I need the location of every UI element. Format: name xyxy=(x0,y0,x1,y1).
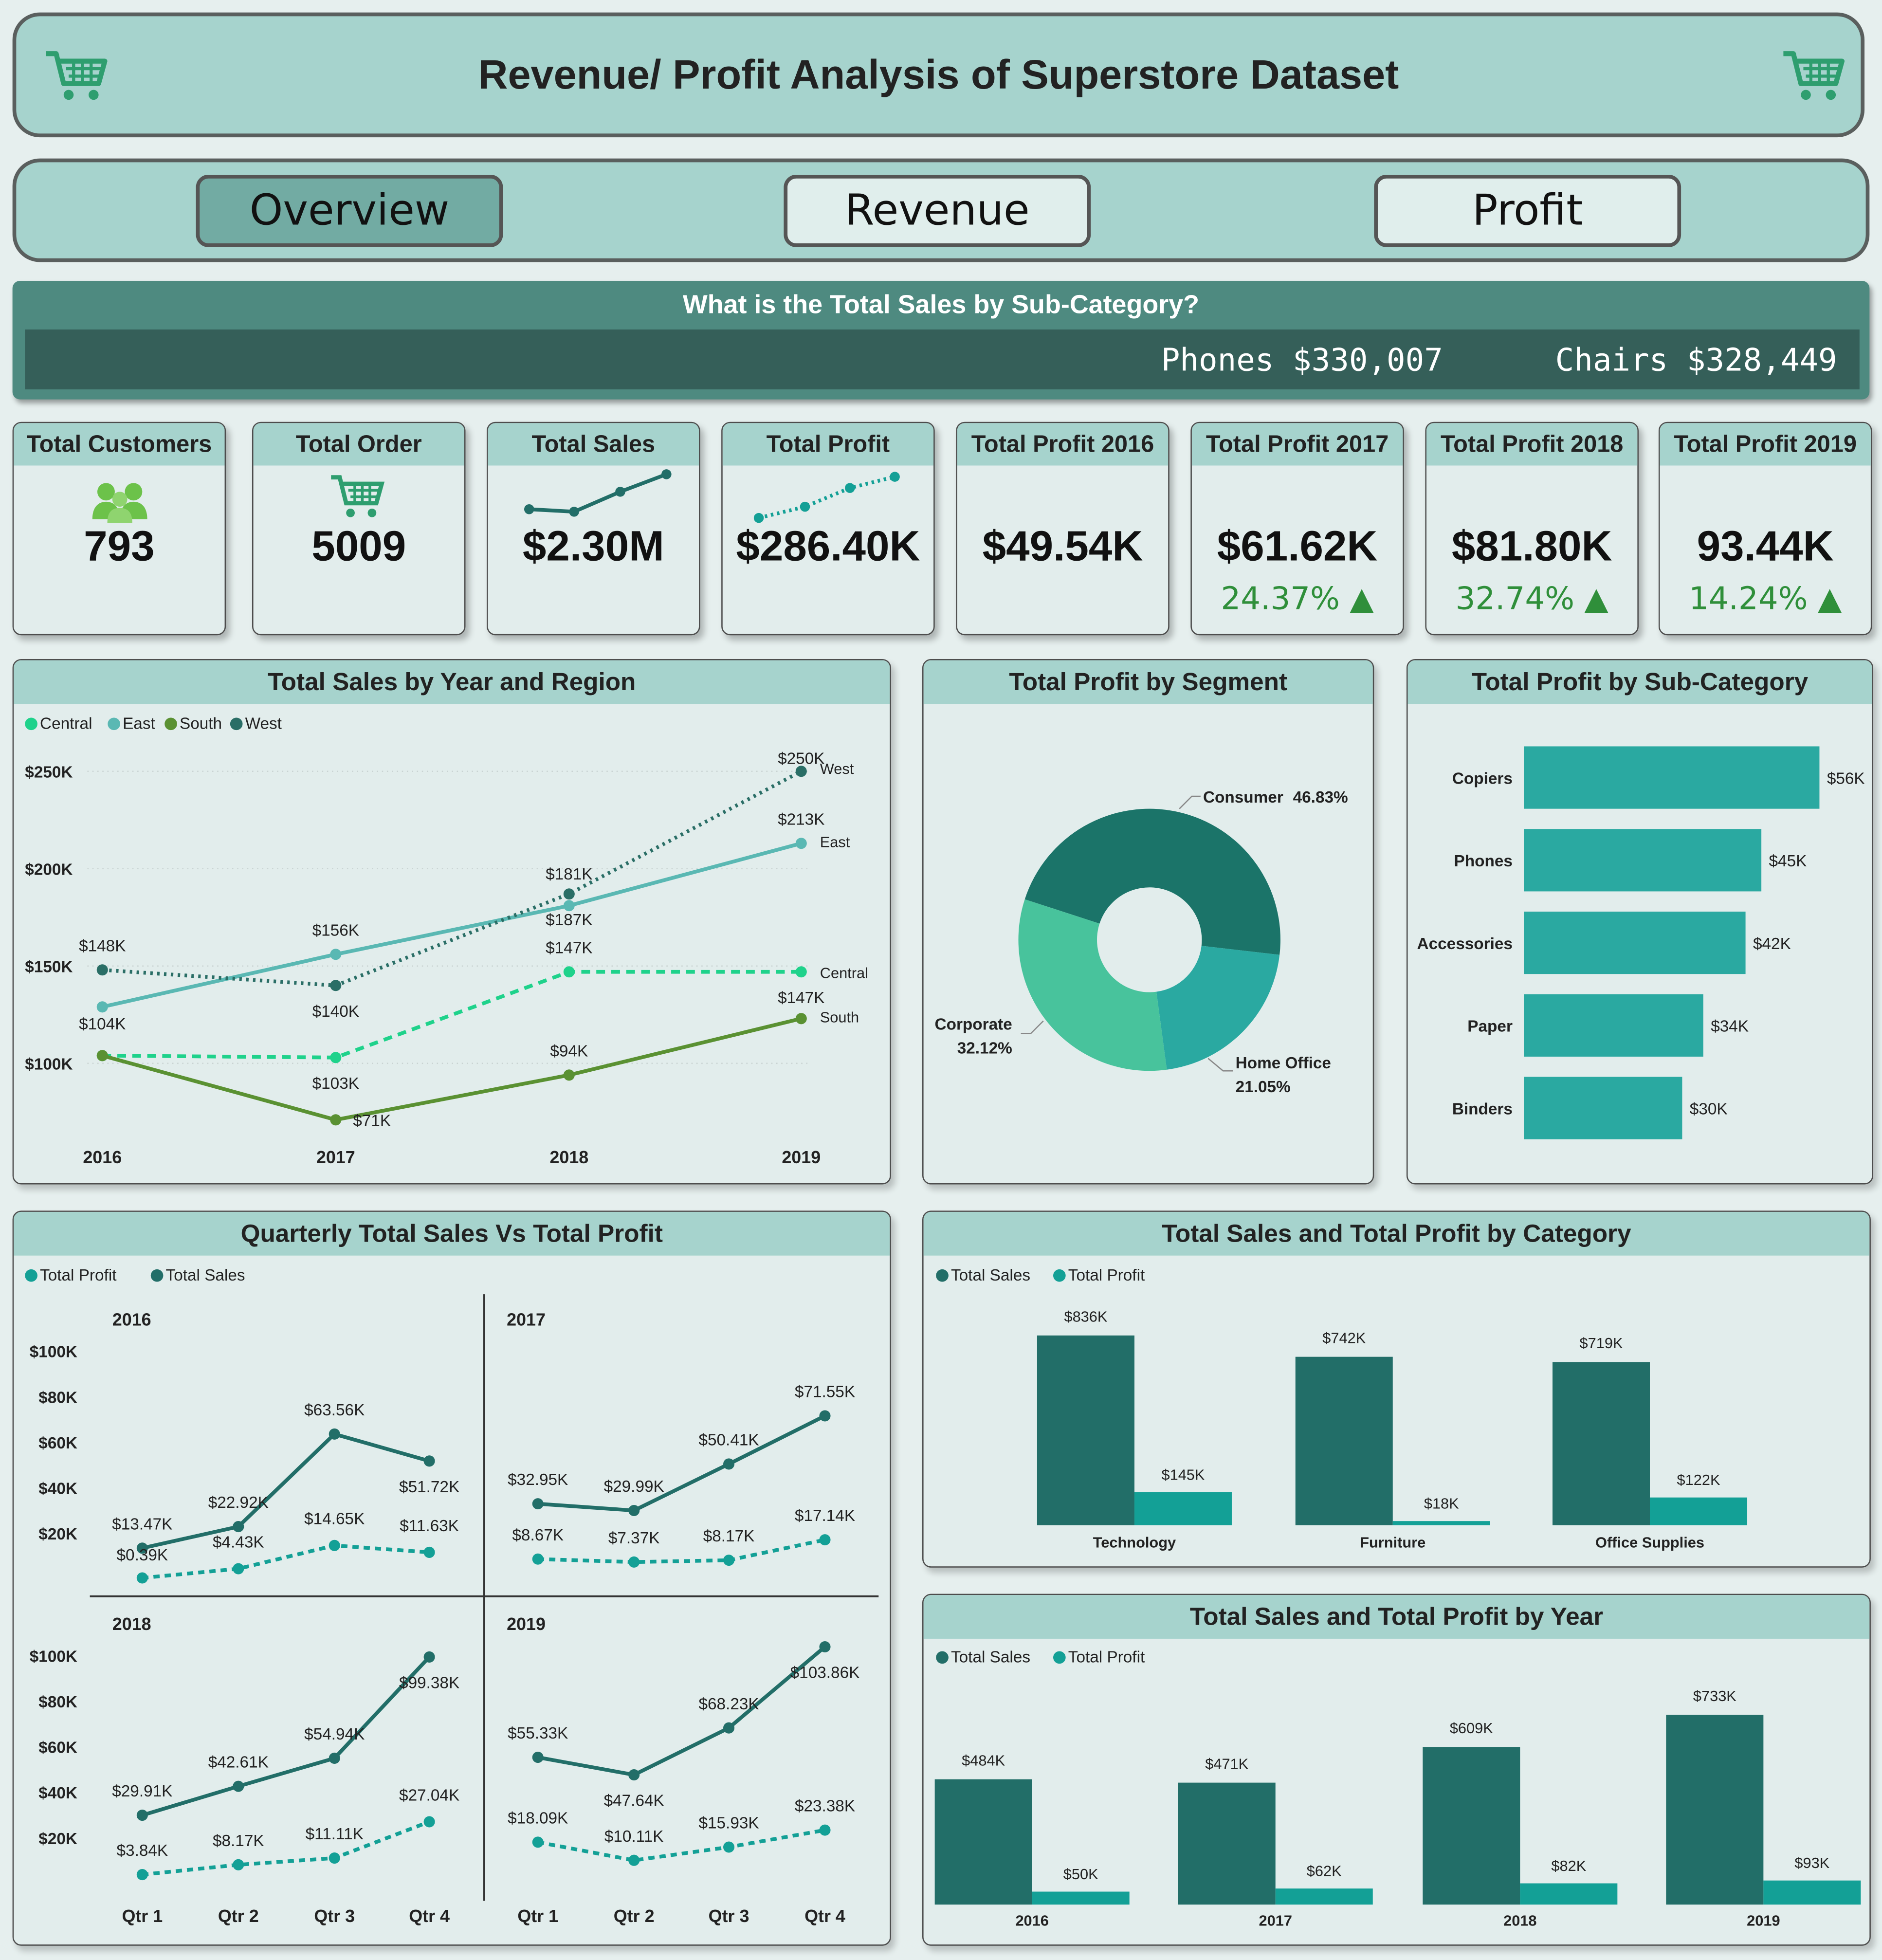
ticker-strip: Phones $330,007 Chairs $328,449 xyxy=(25,329,1860,390)
page-title: Revenue/ Profit Analysis of Superstore D… xyxy=(478,51,1399,98)
kpi-value: 5009 xyxy=(311,523,406,570)
kpi-title: Total Profit 2016 xyxy=(957,423,1169,466)
kpi-value: 93.44K xyxy=(1697,523,1834,570)
ticker-value: $328,449 xyxy=(1686,341,1837,378)
kpi-change-value: 24.37% xyxy=(1221,580,1340,617)
kpi-title: Total Profit 2018 xyxy=(1426,423,1638,466)
banner-question: What is the Total Sales by Sub-Category? xyxy=(682,291,1200,320)
shopping-cart-icon xyxy=(46,51,108,100)
trend-up-icon: ▲ xyxy=(1817,580,1842,617)
kpi-value: $81.80K xyxy=(1451,523,1612,570)
kpi-value: $286.40K xyxy=(736,523,920,570)
sales-profit-by-year-panel: Total Sales and Total Profit by Year xyxy=(922,1594,1871,1946)
profit-by-segment-panel: Total Profit by Segment xyxy=(922,659,1374,1185)
shopping-cart-icon xyxy=(1783,51,1845,100)
kpi-title: Total Profit xyxy=(722,423,934,466)
kpi-value: $49.54K xyxy=(982,523,1143,570)
kpi-title: Total Sales xyxy=(488,423,699,466)
ticker-value: $330,007 xyxy=(1293,341,1443,378)
sales-profit-by-category-panel: Total Sales and Total Profit by Category xyxy=(922,1210,1871,1568)
kpi-change: 32.74% ▲ xyxy=(1426,580,1637,616)
kpi-title: Total Profit 2019 xyxy=(1660,423,1871,466)
ticker-item: Phones $330,007 xyxy=(1161,341,1443,377)
tab-overview[interactable]: Overview xyxy=(196,175,503,247)
kpi-total-profit: Total Profit $286.40K xyxy=(721,421,935,636)
quarterly-sales-profit-panel: Quarterly Total Sales Vs Total Profit xyxy=(12,1210,891,1946)
chart-title: Quarterly Total Sales Vs Total Profit xyxy=(14,1211,890,1256)
sales-by-year-region-panel: Total Sales by Year and Region xyxy=(12,659,891,1185)
kpi-value: $61.62K xyxy=(1217,523,1378,570)
kpi-change-value: 14.24% xyxy=(1689,580,1808,617)
ticker-name: Chairs xyxy=(1555,341,1668,378)
chart-title: Total Sales by Year and Region xyxy=(14,660,890,704)
sparkline-icon xyxy=(524,469,672,517)
tab-profit[interactable]: Profit xyxy=(1374,175,1681,247)
profit-by-subcategory-panel: Total Profit by Sub-Category xyxy=(1406,659,1874,1185)
people-icon xyxy=(92,483,147,523)
kpi-total-profit-2016: Total Profit 2016 $49.54K xyxy=(956,421,1169,636)
kpi-change: 24.37% ▲ xyxy=(1192,580,1403,616)
kpi-title: Total Profit 2017 xyxy=(1191,423,1403,466)
kpi-title: Total Order xyxy=(253,423,464,466)
kpi-total-profit-2018: Total Profit 2018 $81.80K 32.74% ▲ xyxy=(1425,421,1639,636)
chart-title: Total Profit by Segment xyxy=(923,660,1373,704)
ticker-item: Chairs $328,449 xyxy=(1555,341,1837,377)
sparkline-icon xyxy=(753,472,900,523)
chart-title: Total Sales and Total Profit by Category xyxy=(923,1211,1870,1256)
kpi-value: $2.30M xyxy=(522,523,664,570)
kpi-change: 14.24% ▲ xyxy=(1660,580,1871,616)
kpi-total-profit-2019: Total Profit 2019 93.44K 14.24% ▲ xyxy=(1658,421,1872,636)
chart-title: Total Profit by Sub-Category xyxy=(1407,660,1872,704)
header-bar: Revenue/ Profit Analysis of Superstore D… xyxy=(12,12,1865,138)
kpi-total-sales: Total Sales $2.30M xyxy=(487,421,700,636)
nav-bar: Overview Revenue Profit xyxy=(12,158,1870,262)
shopping-cart-icon xyxy=(331,475,385,517)
trend-up-icon: ▲ xyxy=(1584,580,1608,617)
kpi-change-value: 32.74% xyxy=(1455,580,1575,617)
kpi-total-order: Total Order 5009 xyxy=(252,421,466,636)
ticker-name: Phones xyxy=(1161,341,1274,378)
tab-revenue[interactable]: Revenue xyxy=(784,175,1091,247)
kpi-value: 793 xyxy=(84,523,155,570)
trend-up-icon: ▲ xyxy=(1350,580,1374,617)
sub-category-ticker-banner: What is the Total Sales by Sub-Category?… xyxy=(12,280,1870,400)
kpi-total-profit-2017: Total Profit 2017 $61.62K 24.37% ▲ xyxy=(1190,421,1404,636)
chart-title: Total Sales and Total Profit by Year xyxy=(923,1595,1870,1639)
kpi-total-customers: Total Customers 793 xyxy=(12,421,226,636)
kpi-title: Total Customers xyxy=(14,423,225,466)
